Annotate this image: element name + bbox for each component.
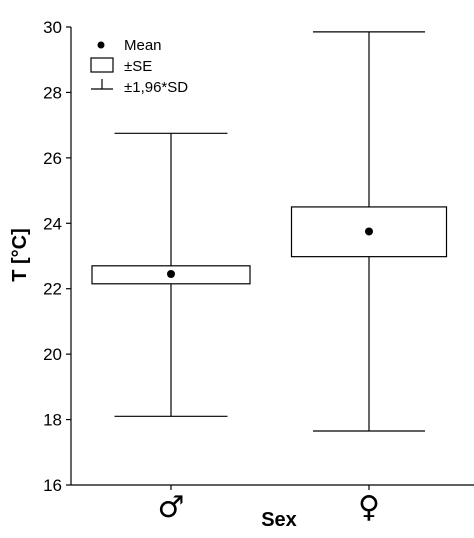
y-tick-label: 18 <box>43 411 62 430</box>
legend: Mean ±SE ±1,96*SD <box>90 37 188 96</box>
box-group <box>91 132 251 417</box>
legend-label: ±SE <box>124 58 152 75</box>
x-tick-label: ♀ <box>358 490 380 525</box>
mean-point <box>365 227 373 236</box>
y-tick-label: 22 <box>43 280 62 299</box>
y-tick-label: 30 <box>43 18 62 37</box>
y-tick-label: 20 <box>43 345 62 364</box>
legend-dot-symbol <box>97 41 105 49</box>
mean-point <box>167 269 175 278</box>
box-group <box>290 31 448 432</box>
y-tick-label: 16 <box>43 476 62 495</box>
boxes <box>91 31 448 432</box>
legend-label: Mean <box>124 37 162 54</box>
axes: ♂ ♀ <box>70 27 474 525</box>
se-box <box>91 265 251 285</box>
legend-item: ±1,96*SD <box>91 79 188 96</box>
legend-label: ±1,96*SD <box>124 79 188 96</box>
legend-box-symbol <box>90 57 114 73</box>
legend-item: Mean <box>97 37 162 54</box>
y-tick-label: 24 <box>43 214 62 233</box>
x-tick-label: ♂ <box>158 490 185 525</box>
se-box <box>290 206 448 258</box>
legend-item: ±SE <box>90 57 152 75</box>
y-axis-ticks: 16 18 20 22 24 26 28 30 <box>43 18 71 495</box>
y-axis-title: T [°C] <box>9 228 31 282</box>
y-tick-label: 26 <box>43 149 62 168</box>
y-tick-label: 28 <box>43 83 62 102</box>
x-axis-title: Sex <box>261 509 297 531</box>
